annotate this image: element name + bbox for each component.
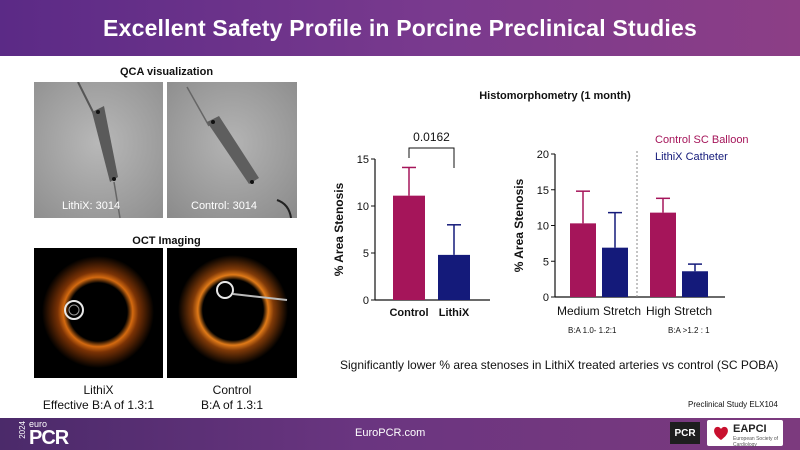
y-tick-label: 0	[363, 295, 369, 307]
legend-lithix-label: LithiX Catheter	[655, 151, 728, 163]
bar	[602, 247, 628, 297]
heart-icon	[714, 426, 728, 440]
significance-bracket	[408, 147, 455, 168]
y-tick-label: 5	[363, 248, 369, 260]
study-label: Preclinical Study ELX104	[688, 400, 778, 409]
summary-text: Significantly lower % area stenoses in L…	[340, 358, 779, 372]
y-axis-label: % Area Stenosis	[512, 178, 526, 272]
y-tick-label: 5	[543, 256, 549, 268]
y-tick-label: 10	[537, 221, 549, 233]
legend-control: Control SC Balloon	[655, 134, 749, 146]
oct-control-image	[167, 248, 297, 378]
high-stretch-ratio: B:A >1.2 : 1	[668, 326, 710, 335]
footer-bar: 2024 euro PCR EuroPCR.com	[0, 418, 800, 450]
y-axis-label: % Area Stenosis	[332, 182, 346, 276]
p-value-annotation: 0.0162	[413, 130, 450, 144]
oct-caption: OCT Imaging	[132, 235, 201, 247]
title-banner: Excellent Safety Profile in Porcine Prec…	[0, 0, 800, 56]
qca-control-label: Control: 3014	[191, 200, 258, 212]
bar	[682, 271, 708, 297]
page-title: Excellent Safety Profile in Porcine Prec…	[103, 14, 697, 41]
y-tick-label: 15	[357, 154, 369, 166]
oct-control-caption: Control B:A of 1.3:1	[167, 383, 297, 413]
oct-lithix-image	[34, 248, 163, 378]
y-tick-label: 10	[357, 201, 369, 213]
oct-lithix-caption-line1: LithiX	[83, 383, 114, 397]
legend-control-label: Control SC Balloon	[655, 134, 749, 146]
medium-stretch-ratio: B:A 1.0- 1.2:1	[568, 326, 617, 335]
qca-control-image: Control: 3014	[167, 82, 297, 218]
x-tick-label: Medium Stretch	[557, 304, 641, 318]
logo-euro: euro	[29, 419, 48, 429]
bar	[393, 195, 425, 300]
bar	[650, 212, 676, 297]
x-tick-label: LithiX	[439, 307, 470, 319]
eapci-text: EAPCI	[733, 423, 767, 435]
y-tick-label: 20	[537, 149, 549, 161]
logo-pcr: PCR	[29, 427, 69, 449]
bar	[438, 254, 470, 300]
eapci-subtext: European Society of Cardiology	[733, 436, 779, 448]
chart-stretch-groups: 0 5 10 15 20 % Area Stenosis Medium Stretch Hig…	[512, 149, 725, 318]
chart-title: Histomorphometry (1 month)	[479, 90, 631, 102]
chart-control-vs-lithix: 0 5 10 15 % Area Stenosis Control LithiX 0.0162	[332, 130, 490, 319]
qca-lithix-image: LithiX: 3014	[34, 82, 163, 218]
x-tick-label: Control	[389, 307, 428, 319]
y-tick-label: 15	[537, 185, 549, 197]
qca-caption: QCA visualization	[119, 66, 214, 78]
oct-lithix-caption: LithiX Effective B:A of 1.3:1	[34, 383, 163, 413]
y-tick-label: 0	[543, 292, 549, 304]
oct-lithix-caption-line2: Effective B:A of 1.3:1	[42, 398, 155, 412]
eapci-logo: EAPCI European Society of Cardiology	[707, 420, 783, 448]
oct-control-caption-line2: B:A of 1.3:1	[200, 398, 264, 412]
oct-control-caption-line1: Control	[212, 383, 252, 397]
logo-year: 2024	[18, 421, 27, 439]
pcr-badge: PCR	[670, 422, 700, 444]
qca-lithix-label: LithiX: 3014	[62, 200, 121, 212]
footer-url[interactable]: EuroPCR.com	[355, 427, 426, 439]
bar	[570, 223, 596, 297]
legend-lithix: LithiX Catheter	[655, 151, 728, 163]
x-tick-label: High Stretch	[646, 304, 712, 318]
